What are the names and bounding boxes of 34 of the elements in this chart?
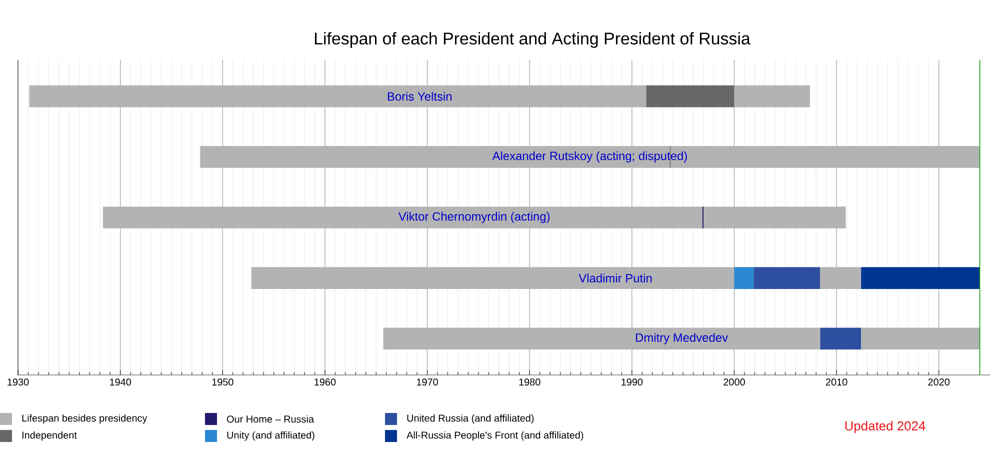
x-tick-label: 1970	[416, 378, 438, 386]
y-tick-label: Boris Yeltsin	[388, 92, 452, 101]
bar	[820, 328, 862, 350]
bar	[646, 85, 734, 108]
chart-title: Lifespan of each President and Acting President of Russia	[314, 32, 750, 48]
x-tick-label: 1940	[110, 378, 132, 386]
bar	[29, 85, 646, 108]
y-tick-label: Vladimir Putin	[578, 274, 652, 282]
bar	[861, 267, 980, 289]
bar	[754, 267, 820, 289]
x-tick-label: 2000	[724, 378, 745, 386]
text: Updated 2024	[845, 420, 926, 434]
legend-label: Independent	[22, 431, 77, 441]
bar	[383, 328, 820, 350]
y-tick-label: Dmitry Medvedev	[636, 333, 728, 344]
legend-label: Our Home – Russia	[226, 415, 314, 423]
y-tick-label: Alexander Rutskoy (acting; disputed)	[492, 151, 687, 162]
bar	[734, 267, 754, 289]
x-tick-label: 2010	[826, 378, 848, 386]
bar	[820, 267, 862, 289]
legend-label: Unity (and affiliated)	[227, 431, 314, 441]
legend-label: Lifespan besides presidency	[22, 414, 148, 424]
bar	[251, 267, 734, 289]
x-tick-label: 2020	[928, 378, 950, 386]
x-tick-label: 1930	[8, 378, 29, 386]
x-tick-label: 1990	[622, 378, 643, 386]
x-tick-label: 1950	[212, 378, 234, 386]
x-tick-label: 1980	[519, 378, 540, 386]
legend-label: United Russia (and affiliated)	[407, 414, 534, 424]
y-tick-label: Viktor Chernomyrdin (acting)	[398, 212, 550, 224]
x-tick-label: 1960	[314, 378, 336, 386]
bar	[861, 328, 980, 350]
bar	[734, 85, 810, 108]
legend-label: All-Russia People's Front (and affiliated)	[406, 431, 584, 441]
